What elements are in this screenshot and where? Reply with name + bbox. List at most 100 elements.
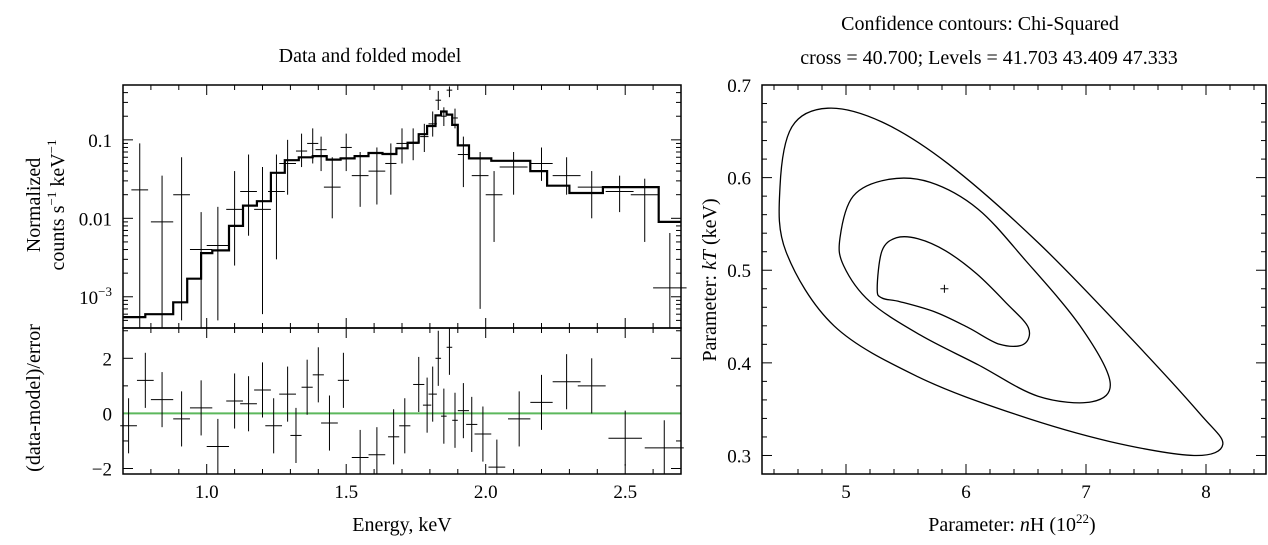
residual-point [488, 439, 506, 474]
residual-point [452, 392, 458, 448]
top-panel-ticks [123, 84, 682, 329]
residual-point [644, 420, 684, 474]
residual-point [608, 410, 642, 466]
data-point [552, 157, 581, 195]
data-point [295, 133, 308, 168]
residual-point [368, 427, 386, 474]
residual-point [388, 409, 400, 465]
residual-point [441, 388, 447, 444]
kt-tick-label: 0.5 [727, 261, 751, 282]
data-point [206, 206, 230, 321]
residual-point [240, 376, 257, 432]
energy-tick-label: 1.0 [195, 482, 219, 503]
data-point [226, 171, 243, 266]
energy-tick-label: 1.5 [334, 482, 358, 503]
data-point [268, 154, 285, 260]
residual-point [508, 391, 531, 447]
residual-tick-label: 0 [103, 404, 113, 425]
residual-point [312, 347, 324, 403]
top-ylabel-line1: Normalized [23, 158, 45, 252]
contour-xtick-labels: 5 6 7 8 [841, 482, 1211, 503]
residual-point [150, 372, 174, 428]
data-point [131, 143, 149, 328]
data-point [435, 90, 442, 111]
residual-points [120, 328, 684, 474]
residual-point [254, 362, 271, 418]
nh-tick-label: 5 [841, 482, 851, 503]
kt-tick-label: 0.6 [727, 169, 751, 190]
residual-point [435, 330, 442, 386]
kt-tick-label: 0.3 [727, 446, 751, 467]
kt-axis-label: Parameter: kT (keV) [699, 198, 721, 361]
residual-point [466, 396, 478, 452]
data-point [240, 154, 257, 236]
contour-line [778, 107, 1224, 457]
bottom-panel-frame [122, 327, 682, 475]
residual-point [399, 398, 411, 454]
residual-point [457, 383, 469, 439]
top-ylabel-line2: counts s−1 keV−1 [44, 139, 69, 270]
flux-tick-label: 0.01 [79, 209, 112, 230]
data-point [189, 212, 213, 328]
residual-point [173, 391, 190, 447]
model-step-line [123, 110, 681, 319]
data-point [323, 157, 341, 219]
bottom-panel-ticks [123, 328, 682, 474]
residual-point [422, 377, 432, 433]
folded-model-step [123, 110, 681, 319]
residual-point [577, 358, 606, 414]
bottom-panel-ytick-labels: 2 0 −2 [92, 349, 112, 480]
residual-point [337, 352, 349, 408]
nh-tick-label: 6 [961, 482, 971, 503]
residual-point [446, 328, 453, 375]
energy-tick-label: 2.0 [474, 482, 498, 503]
residual-point [226, 373, 243, 429]
data-point [385, 143, 397, 195]
residual-point [428, 366, 437, 422]
energy-tick-label: 2.5 [613, 482, 637, 503]
residual-point [290, 407, 302, 463]
data-point [471, 151, 489, 309]
data-point [428, 111, 437, 137]
data-point [368, 147, 386, 205]
data-point [351, 151, 369, 207]
residual-tick-label: −2 [92, 459, 112, 480]
residual-tick-label: 2 [103, 349, 113, 370]
kt-tick-label: 0.7 [727, 76, 751, 97]
residual-point [265, 398, 283, 454]
data-point [530, 147, 553, 181]
top-panel-frame [122, 84, 682, 329]
nh-tick-label: 8 [1201, 482, 1211, 503]
flux-tick-label: 0.1 [88, 131, 112, 152]
top-panel-ytick-labels: 0.1 0.01 10−3 [79, 131, 112, 309]
residual-point [279, 366, 296, 422]
data-point [150, 175, 174, 328]
kt-tick-label: 0.4 [727, 354, 751, 375]
flux-tick-label: 10−3 [79, 284, 112, 309]
bottom-ylabel: (data-model)/error [23, 324, 45, 472]
energy-tick-labels: 1.0 1.5 2.0 2.5 [195, 482, 637, 503]
contour-chart: Confidence contours: Chi-Squared cross =… [699, 13, 1267, 536]
data-point [315, 136, 327, 172]
residual-point [206, 418, 230, 474]
contour-line [876, 236, 1031, 348]
contour-lines [778, 107, 1224, 457]
contour-subtitle: cross = 40.700; Levels = 41.703 43.409 4… [800, 47, 1178, 69]
data-point [457, 136, 469, 188]
spectrum-chart: Data and folded model Normalized counts … [23, 45, 687, 536]
data-point [499, 151, 528, 195]
data-point [407, 128, 419, 161]
residual-point [321, 395, 338, 451]
contour-frame [761, 84, 1267, 475]
residual-point [474, 406, 492, 462]
residual-point [301, 359, 313, 415]
contour-ytick-labels: 0.3 0.4 0.5 0.6 0.7 [727, 76, 751, 467]
data-point [254, 167, 271, 315]
residual-point [530, 374, 553, 430]
data-point [340, 133, 352, 172]
energy-axis-label: Energy, keV [352, 514, 452, 536]
data-point [307, 128, 319, 164]
data-point [630, 178, 659, 242]
residual-point [189, 380, 213, 436]
